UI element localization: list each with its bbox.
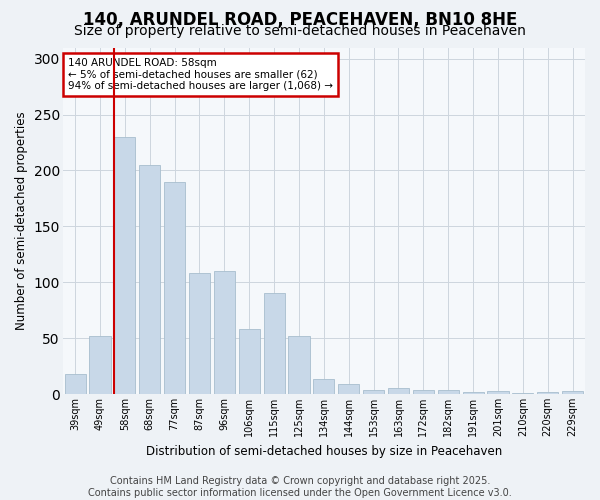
Y-axis label: Number of semi-detached properties: Number of semi-detached properties [15, 112, 28, 330]
Bar [263, 294, 284, 394]
Bar [562, 390, 583, 394]
X-axis label: Distribution of semi-detached houses by size in Peacehaven: Distribution of semi-detached houses by … [146, 444, 502, 458]
Bar [413, 390, 434, 394]
Bar [139, 165, 160, 394]
Bar [289, 336, 310, 394]
Bar [189, 274, 210, 394]
Text: 140 ARUNDEL ROAD: 58sqm
← 5% of semi-detached houses are smaller (62)
94% of sem: 140 ARUNDEL ROAD: 58sqm ← 5% of semi-det… [68, 58, 333, 91]
Text: Size of property relative to semi-detached houses in Peacehaven: Size of property relative to semi-detach… [74, 24, 526, 38]
Bar [239, 329, 260, 394]
Bar [363, 390, 384, 394]
Bar [537, 392, 558, 394]
Bar [164, 182, 185, 394]
Bar [487, 390, 509, 394]
Text: Contains HM Land Registry data © Crown copyright and database right 2025.
Contai: Contains HM Land Registry data © Crown c… [88, 476, 512, 498]
Bar [463, 392, 484, 394]
Bar [65, 374, 86, 394]
Text: 140, ARUNDEL ROAD, PEACEHAVEN, BN10 8HE: 140, ARUNDEL ROAD, PEACEHAVEN, BN10 8HE [83, 11, 517, 29]
Bar [313, 380, 334, 394]
Bar [214, 271, 235, 394]
Bar [388, 388, 409, 394]
Bar [437, 390, 459, 394]
Bar [115, 137, 136, 394]
Bar [512, 393, 533, 394]
Bar [338, 384, 359, 394]
Bar [89, 336, 110, 394]
